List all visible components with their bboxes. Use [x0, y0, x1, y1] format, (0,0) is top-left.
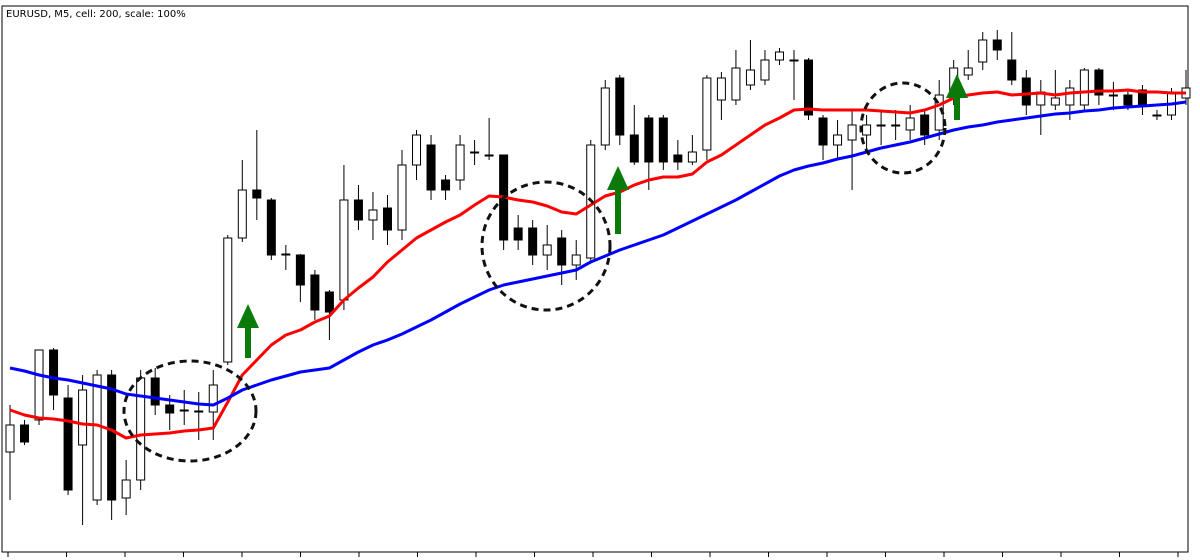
- candle-body: [513, 227, 523, 241]
- candle-body: [760, 59, 770, 81]
- candle-body: [441, 179, 451, 191]
- candle-body: [266, 199, 276, 256]
- annotations: [122, 81, 947, 463]
- candle-body: [484, 154, 494, 157]
- candle-body: [252, 189, 262, 199]
- candle-body: [107, 374, 117, 501]
- candle-body: [353, 199, 363, 221]
- chart-title: EURUSD, M5, cell: 200, scale: 100%: [6, 9, 186, 20]
- candle-body: [1108, 94, 1118, 97]
- candle-body: [542, 244, 552, 256]
- candle-body: [644, 117, 654, 163]
- candle-body: [470, 151, 480, 154]
- candle-body: [295, 254, 305, 286]
- x-axis-ticks: [7, 552, 1179, 557]
- candle-body: [818, 117, 828, 146]
- candle-body: [455, 144, 465, 181]
- candle-body: [397, 164, 407, 231]
- candle-body: [731, 67, 741, 101]
- candle-body: [281, 253, 291, 256]
- candle-body: [745, 69, 755, 86]
- candle-body: [1050, 97, 1060, 106]
- candle-body: [165, 404, 175, 414]
- candle-body: [789, 59, 799, 62]
- candle-body: [34, 349, 44, 421]
- candle-body: [774, 51, 784, 61]
- candle-body: [150, 377, 160, 406]
- candle-body: [716, 77, 726, 101]
- candle-body: [571, 254, 581, 266]
- plot: [5, 30, 1191, 525]
- moving-average-line: [9, 100, 1187, 407]
- up-arrow: [607, 166, 629, 234]
- highlight-circle: [122, 359, 258, 463]
- candle-body: [136, 377, 146, 481]
- candle-body: [237, 189, 247, 239]
- candle-body: [1094, 69, 1104, 96]
- candle-body: [92, 374, 102, 501]
- arrows: [237, 74, 968, 358]
- candle-body: [121, 479, 131, 499]
- candle-body: [891, 124, 901, 127]
- candle-body: [804, 59, 814, 116]
- candle-body: [208, 384, 218, 413]
- candle-body: [1123, 94, 1133, 106]
- candle-body: [1079, 69, 1089, 106]
- candle-body: [557, 237, 567, 266]
- candle-body: [992, 39, 1002, 51]
- candle-body: [412, 134, 422, 166]
- candle-body: [673, 154, 683, 163]
- candle-body: [687, 151, 697, 163]
- up-arrow: [946, 74, 968, 120]
- up-arrow: [237, 304, 259, 358]
- candle-body: [862, 124, 872, 136]
- candle-body: [194, 410, 204, 413]
- candle-body: [833, 134, 843, 146]
- candle-body: [629, 134, 639, 163]
- candle-body: [223, 237, 233, 363]
- candle-body: [920, 114, 930, 136]
- candle-body: [600, 87, 610, 146]
- candle-body: [847, 124, 857, 141]
- candle-body: [528, 227, 538, 256]
- plot-frame: [1, 5, 1189, 553]
- candle-body: [20, 424, 30, 443]
- candle-body: [179, 409, 189, 412]
- candle-body: [78, 389, 88, 446]
- candle-body: [963, 67, 973, 76]
- candle-body: [905, 117, 915, 131]
- candle-body: [324, 291, 334, 313]
- candle-body: [1007, 59, 1017, 81]
- candle-body: [310, 274, 320, 311]
- highlight-circle: [480, 180, 612, 312]
- candle-body: [1065, 87, 1075, 106]
- candle-body: [978, 39, 988, 63]
- candle-body: [426, 144, 436, 191]
- candle-body: [63, 397, 73, 491]
- candle-body: [702, 77, 712, 151]
- candle-body: [368, 209, 378, 221]
- moving-average-line: [9, 88, 1186, 440]
- candle-body: [615, 77, 625, 136]
- highlight-circle: [859, 81, 947, 175]
- candle-body: [876, 124, 886, 127]
- candle-body: [339, 199, 349, 301]
- candle-body: [5, 424, 15, 453]
- candle-body: [49, 349, 59, 396]
- candle-body: [658, 117, 668, 163]
- candle-body: [1021, 77, 1031, 106]
- candle-body: [1152, 114, 1162, 117]
- candle-body: [382, 207, 392, 231]
